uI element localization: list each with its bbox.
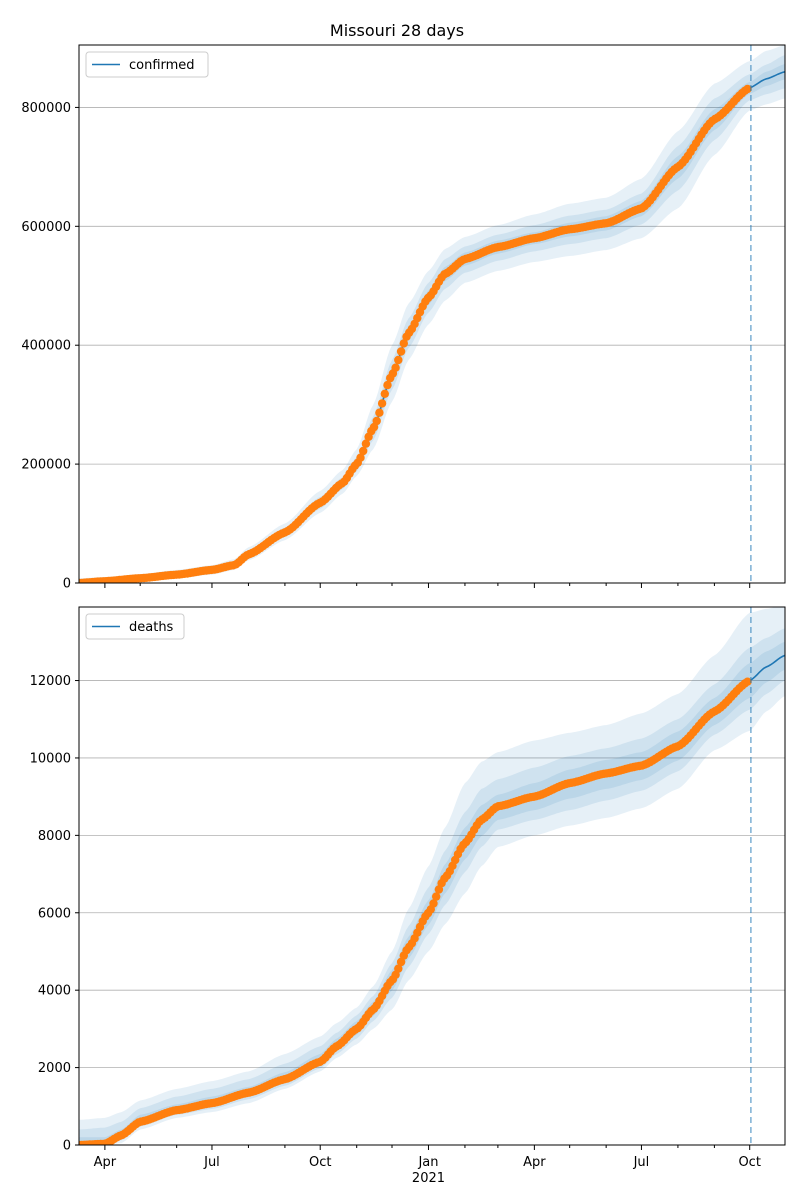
observed-point xyxy=(356,453,365,462)
observed-point xyxy=(359,446,368,456)
x-year-label: 2021 xyxy=(412,1171,445,1186)
observed-point xyxy=(361,439,371,448)
confirmed-panel: 0 200000 400000 600000 800000 confirmed xyxy=(21,44,786,592)
observed-point xyxy=(743,677,752,686)
y-tick-label: 0 xyxy=(63,577,71,592)
legend-label: confirmed xyxy=(129,58,195,73)
x-tick-label: Jul xyxy=(633,1155,650,1170)
y-tick-label: 400000 xyxy=(21,339,71,354)
observed-point xyxy=(432,892,441,901)
axes-frame xyxy=(78,44,786,584)
deaths-panel: 0 2000 4000 6000 8000 10000 12000 Apr Jul Oct Jan A… xyxy=(30,606,786,1186)
observed-point xyxy=(394,355,403,365)
axes-frame xyxy=(78,606,786,1146)
x-tick-label: Jan xyxy=(417,1155,438,1170)
observed-point xyxy=(434,885,444,894)
legend-label: deaths xyxy=(129,620,174,635)
x-tick-label: Oct xyxy=(309,1155,331,1170)
y-tick-label: 10000 xyxy=(30,751,71,766)
uncertainty-band xyxy=(79,641,785,1145)
uncertainty-band xyxy=(79,607,785,1145)
uncertainty-band xyxy=(79,55,785,583)
x-tick-label: Jul xyxy=(203,1155,220,1170)
y-tick-label: 800000 xyxy=(21,101,71,116)
legend-box xyxy=(85,51,209,78)
x-tick-label: Apr xyxy=(523,1155,546,1170)
observed-point xyxy=(377,399,387,408)
observed-point xyxy=(396,957,406,967)
y-tick-label: 2000 xyxy=(38,1061,71,1076)
legend: deaths xyxy=(85,613,185,640)
uncertainty-band xyxy=(79,45,785,583)
legend-box xyxy=(85,613,185,640)
y-tick-label: 4000 xyxy=(38,984,71,999)
observed-point xyxy=(399,339,408,348)
y-tick-label: 0 xyxy=(63,1139,71,1154)
observed-point xyxy=(391,363,400,372)
observed-point xyxy=(380,389,389,398)
observed-point xyxy=(396,347,406,356)
y-tick-label: 600000 xyxy=(21,220,71,235)
y-tick-label: 200000 xyxy=(21,458,71,473)
observed-point xyxy=(383,380,392,390)
y-tick-label: 12000 xyxy=(30,674,71,689)
observed-point xyxy=(372,416,381,426)
observed-point xyxy=(375,408,384,417)
uncertainty-band xyxy=(79,628,785,1145)
observed-point xyxy=(743,84,752,94)
y-tick-label: 6000 xyxy=(38,906,71,921)
observed-point xyxy=(394,964,403,973)
x-tick-label: Apr xyxy=(94,1155,117,1170)
observed-point xyxy=(429,899,438,908)
legend: confirmed xyxy=(85,51,209,78)
x-tick-label: Oct xyxy=(738,1155,760,1170)
y-tick-label: 8000 xyxy=(38,829,71,844)
chart-title: Missouri 28 days xyxy=(330,21,464,40)
